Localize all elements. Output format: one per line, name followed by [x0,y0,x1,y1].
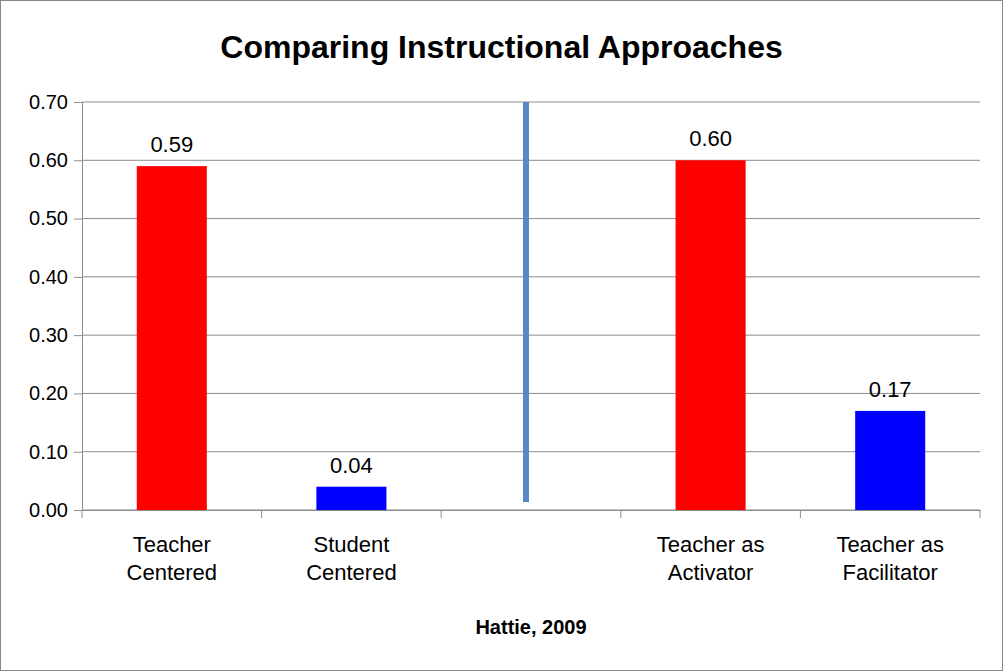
bar [676,160,746,510]
y-tick-label: 0.00 [29,499,68,521]
x-tick: TeacherCentered [127,510,218,585]
y-tick-mark [74,393,82,394]
x-boundary-tick [82,510,83,518]
bar [137,166,207,510]
grid-line [82,335,980,336]
y-tick-label: 0.50 [29,207,68,229]
x-tick-label: Teacher asActivator [657,532,765,586]
grid [82,102,980,510]
y-tick-mark [74,160,82,161]
y-axis-line [74,103,83,511]
data-labels: 0.59 0.04 0.60 0.17 [150,126,911,477]
y-axis: 0.00 0.10 0.20 0.30 0.40 0.50 0.60 0.70 [29,91,82,521]
y-tick: 0.30 [29,324,82,346]
plot: 0.00 0.10 0.20 0.30 0.40 0.50 0.60 0.70 TeacherC… [29,91,980,585]
x-tick: StudentCentered [306,510,397,585]
y-tick-label: 0.60 [29,149,68,171]
y-tick-mark [74,219,82,220]
y-tick-label: 0.40 [29,266,68,288]
y-tick-mark [74,510,82,511]
x-tick-label: Teacher asFacilitator [836,532,944,586]
grid-line [82,510,980,511]
y-tick: 0.50 [29,207,82,229]
grid-line [82,393,980,394]
data-label: 0.59 [150,132,193,157]
x-axis: TeacherCentered StudentCentered Teacher as… [83,510,981,585]
x-tick: Teacher asActivator [657,510,765,585]
bars [137,102,925,510]
y-tick: 0.70 [29,91,82,113]
x-tick-label: TeacherCentered [127,532,218,586]
y-tick-mark [74,335,82,336]
y-tick-label: 0.70 [29,91,68,113]
grid-line [82,451,980,452]
data-label: 0.04 [330,453,373,478]
grid-line [82,160,980,161]
x-boundary-tick [620,510,621,518]
x-tick-label: StudentCentered [306,532,397,586]
bar [316,487,386,510]
bar [855,411,925,510]
x-boundaries [82,510,980,518]
x-boundary-tick [800,510,801,518]
y-tick-mark [74,277,82,278]
x-axis-line [83,510,981,511]
x-boundary-tick [261,510,262,518]
data-label: 0.17 [869,377,912,402]
y-tick-label: 0.10 [29,441,68,463]
y-tick: 0.10 [29,441,82,463]
x-axis-title: Hattie, 2009 [475,616,586,638]
grid-line [82,218,980,219]
grid-line [82,276,980,277]
x-tick: Teacher asFacilitator [836,510,944,585]
y-tick-mark [74,452,82,453]
y-tick: 0.20 [29,382,82,404]
data-label: 0.60 [689,126,732,151]
y-tick-label: 0.30 [29,324,68,346]
y-tick: 0.00 [29,499,82,521]
y-tick: 0.60 [29,149,82,171]
divider [523,102,529,502]
grid-line [82,102,980,103]
title: Comparing Instructional Approaches [220,29,782,65]
y-tick: 0.40 [29,266,82,288]
y-tick-mark [74,102,82,103]
x-boundary-tick [441,510,442,518]
chart: 0.00 0.10 0.20 0.30 0.40 0.50 0.60 0.70 TeacherC… [0,0,1003,671]
x-boundary-tick [980,510,981,518]
frame [1,1,1003,671]
y-tick-label: 0.20 [29,382,68,404]
